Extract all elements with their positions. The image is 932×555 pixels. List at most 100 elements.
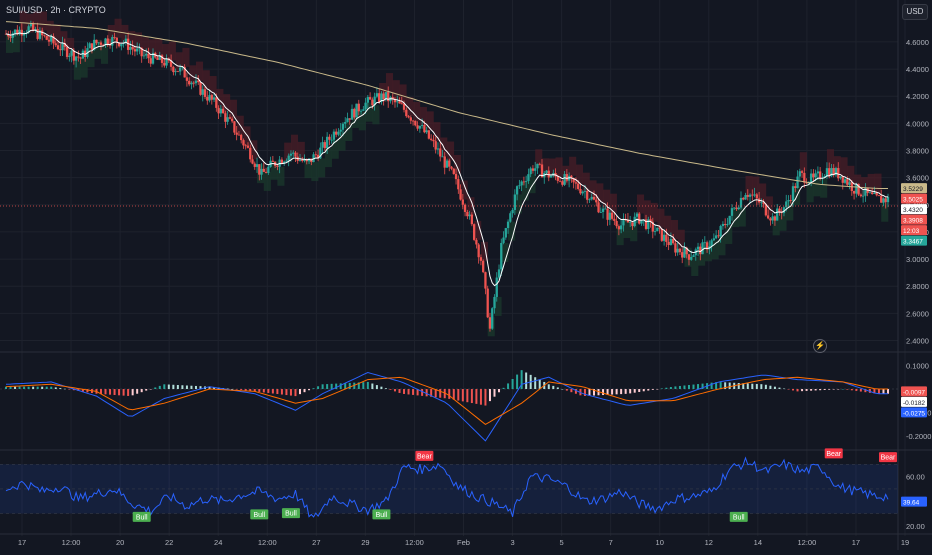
macd-histogram-bar [393, 389, 396, 392]
candle [337, 131, 340, 135]
candle [126, 38, 130, 50]
candle [764, 204, 768, 216]
candle [138, 47, 141, 49]
candle [231, 118, 234, 122]
candle [371, 99, 374, 106]
rsi-divergence-badge [372, 509, 391, 520]
macd-histogram-bar [384, 388, 387, 390]
candle [409, 117, 412, 121]
cloud-segment [33, 11, 41, 31]
time-axis-tick: 19 [901, 538, 909, 547]
macd-histogram-bar [176, 385, 179, 390]
candle [787, 200, 790, 202]
candle [7, 33, 10, 37]
fast-ma-line [5, 29, 888, 287]
macd-histogram-bar [407, 389, 410, 395]
candle [751, 194, 754, 196]
candle [721, 223, 725, 227]
candle [199, 82, 202, 95]
macd-histogram-bar [45, 386, 48, 390]
candle [760, 202, 763, 204]
rsi-divergence-label: Bear [417, 453, 432, 460]
macd-histogram-bar [742, 383, 745, 390]
candle [640, 219, 643, 224]
cloud-segment [779, 211, 787, 231]
candle [242, 140, 245, 146]
macd-histogram-bar [158, 385, 161, 390]
candle [699, 246, 702, 255]
price-axis-tick: 3.0000 [906, 255, 929, 264]
candle [800, 171, 804, 173]
candle [816, 171, 820, 174]
cloud-segment [297, 141, 305, 161]
cloud-segment [134, 32, 142, 52]
macd-line [5, 371, 888, 442]
candle [93, 39, 96, 50]
value-label: 3.5025 [903, 197, 923, 204]
candle [701, 242, 704, 255]
candle [868, 192, 872, 194]
candle [746, 195, 749, 197]
candle [74, 56, 78, 61]
candle [479, 257, 483, 261]
macd-histogram-bar [9, 386, 12, 390]
macd-histogram-bar [163, 384, 166, 390]
currency-button[interactable]: USD [902, 4, 928, 20]
candle [68, 55, 71, 57]
cloud-segment [840, 157, 848, 177]
candle [294, 152, 297, 157]
candle [583, 191, 587, 192]
macd-histogram-bar [574, 389, 577, 394]
macd-histogram-bar [14, 386, 17, 390]
macd-histogram-bar [638, 389, 641, 392]
cloud-segment [277, 166, 285, 186]
macd-histogram-bar [154, 387, 157, 390]
macd-histogram-bar [443, 389, 446, 399]
candle [79, 57, 82, 59]
time-axis-tick: 12:00 [62, 538, 81, 547]
candle [364, 102, 367, 110]
candle [432, 139, 435, 142]
macd-histogram-bar [231, 389, 234, 390]
candle [380, 93, 383, 102]
candle [739, 197, 743, 208]
candle [436, 148, 440, 150]
macd-histogram-bar [715, 382, 718, 390]
macd-histogram-bar [588, 389, 591, 396]
candle [828, 168, 831, 177]
candle [430, 138, 433, 140]
cloud-segment [311, 162, 319, 182]
macd-axis-tick: 0.1000 [906, 361, 929, 370]
candle [608, 212, 611, 220]
cloud-segment [826, 149, 835, 169]
cloud-segment [596, 183, 604, 203]
candle [789, 200, 792, 201]
cloud-segment [379, 82, 387, 102]
macd-histogram-bar [235, 389, 238, 390]
candle [441, 156, 444, 158]
value-label: 3.5229 [903, 186, 923, 193]
rsi-divergence-label: Bear [881, 455, 896, 462]
lightning-bolt-icon[interactable]: ⚡ [813, 339, 827, 353]
cloud-segment [392, 80, 400, 100]
candle [696, 246, 700, 250]
macd-histogram-bar [724, 382, 727, 390]
time-axis-tick: 27 [312, 538, 320, 547]
macd-histogram-bar [416, 389, 419, 396]
macd-histogram-bar [86, 389, 89, 393]
candle [43, 35, 46, 37]
candle [737, 207, 740, 210]
candle [344, 122, 347, 124]
candle [258, 164, 261, 175]
macd-histogram-bar [751, 383, 754, 390]
candle [219, 108, 222, 114]
candle [470, 214, 474, 225]
candle [864, 188, 867, 196]
value-label: -0.0097 [903, 389, 925, 396]
macd-histogram-bar [651, 389, 654, 390]
candle [855, 183, 858, 194]
rsi-axis-tick: 60.00 [906, 473, 925, 482]
